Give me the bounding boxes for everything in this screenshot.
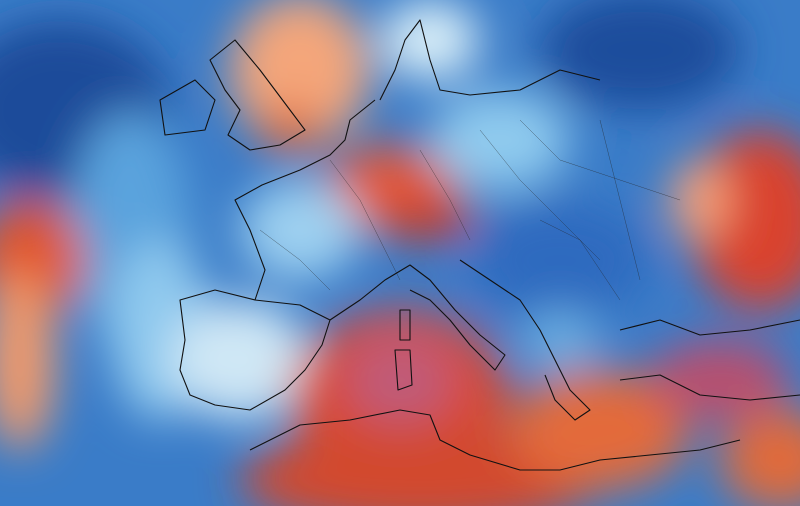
ireland-coast [159, 79, 216, 136]
anatolia-coast [619, 374, 800, 401]
italy-coast [329, 264, 506, 371]
africa-coast [249, 409, 741, 471]
france-coast [234, 99, 376, 301]
coastlines [159, 19, 800, 471]
borders [259, 119, 681, 301]
britain-coast [209, 39, 306, 151]
islands-coast [394, 309, 413, 391]
country-borders [259, 119, 681, 301]
black-sea-coast [619, 319, 800, 336]
iberia-coast [179, 289, 331, 411]
balkans-coast [459, 259, 591, 421]
north-coast [379, 19, 601, 101]
